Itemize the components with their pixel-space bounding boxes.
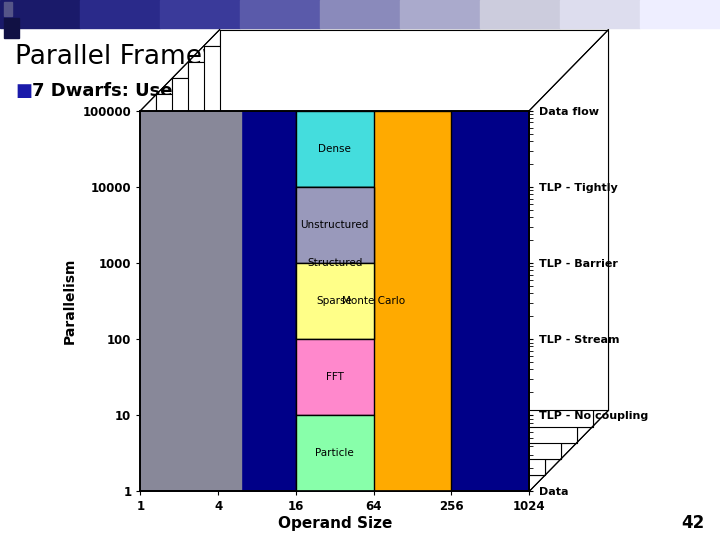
Text: 42: 42: [682, 514, 705, 532]
Bar: [296, 111, 374, 187]
Bar: [188, 62, 577, 443]
Text: Unstructured: Unstructured: [301, 220, 369, 230]
Text: Structured: Structured: [307, 258, 362, 268]
Bar: [296, 339, 374, 415]
Bar: [296, 263, 374, 339]
Bar: [80, 0, 160, 28]
Bar: [172, 78, 561, 459]
Text: ■: ■: [15, 82, 32, 100]
Bar: [400, 0, 480, 28]
Text: Sparse: Sparse: [317, 296, 353, 306]
Text: Dense: Dense: [318, 144, 351, 154]
Bar: [4, 2, 12, 16]
Bar: [296, 111, 451, 491]
Bar: [220, 30, 608, 410]
Bar: [156, 94, 545, 475]
Bar: [188, 62, 577, 443]
Bar: [560, 0, 640, 28]
Bar: [296, 415, 374, 491]
Bar: [220, 30, 608, 410]
Text: Monte Carlo: Monte Carlo: [342, 296, 405, 306]
Bar: [240, 0, 320, 28]
Text: Particle: Particle: [315, 448, 354, 458]
Bar: [640, 0, 720, 28]
Bar: [320, 0, 400, 28]
Bar: [204, 46, 593, 427]
Text: FFT: FFT: [326, 372, 343, 382]
Bar: [4, 18, 19, 38]
Bar: [160, 0, 240, 28]
Y-axis label: Parallelism: Parallelism: [63, 258, 77, 344]
Bar: [480, 0, 560, 28]
Bar: [172, 78, 561, 459]
Text: Benchmarks: Benchmarks: [275, 44, 439, 70]
Text: Parallel Framework -: Parallel Framework -: [15, 44, 292, 70]
X-axis label: Operand Size: Operand Size: [278, 516, 392, 531]
Text: 7 Dwarfs: Use simplest parallel model that works: 7 Dwarfs: Use simplest parallel model th…: [32, 82, 531, 100]
Bar: [296, 187, 374, 339]
Bar: [204, 46, 593, 427]
Bar: [156, 94, 545, 475]
Bar: [0, 0, 80, 28]
Bar: [296, 187, 374, 263]
